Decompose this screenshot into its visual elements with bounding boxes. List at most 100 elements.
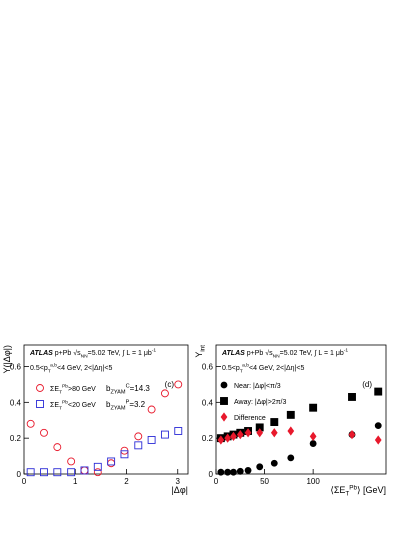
marker — [174, 380, 183, 389]
text-part: p+Pb √s — [245, 349, 273, 357]
y-tick-label: 0.6 — [10, 363, 22, 372]
x-tick-label: 50 — [260, 477, 269, 486]
header-line: ATLAS p+Pb √sNN=5.02 TeV, ∫ L = 1 μb-1 — [221, 348, 348, 360]
legend-label: ΣETPb<20 GeV — [50, 400, 96, 412]
marker — [160, 430, 169, 439]
marker — [287, 426, 295, 436]
legend-marker — [36, 384, 44, 392]
text-part: =5.02 TeV, ∫ L = 1 μb — [88, 350, 152, 357]
text-part: <4 GeV, 2<|Δη|<5 — [57, 365, 112, 372]
text-part: >80 GeV — [68, 386, 96, 393]
text-part: 0.5<p — [222, 365, 240, 372]
text-part: ZYAM — [110, 390, 125, 396]
panel-label: (c) — [165, 380, 175, 389]
marker — [309, 440, 317, 447]
text-part: ⟩ [GeV] — [357, 485, 386, 495]
marker — [256, 463, 264, 471]
y-axis-title: Y(|Δφ|) — [2, 345, 12, 374]
legend-marker — [220, 381, 228, 389]
axes-frame — [23, 344, 189, 475]
marker — [309, 403, 318, 412]
legend-label: Near: |Δφ|<π/3 — [234, 383, 281, 390]
y-tick-label: 0.4 — [10, 398, 22, 407]
marker — [80, 466, 89, 475]
legend-label: Away: |Δφ|>2π/3 — [234, 399, 286, 406]
marker — [244, 428, 252, 438]
annotation: bZYAMC=14.3 — [106, 384, 150, 396]
header-line: 0.5<pTa,b<4 GeV, 2<|Δη|<5 — [222, 363, 304, 375]
text-part: ΣE — [50, 402, 59, 409]
x-tick-label: 0 — [214, 477, 219, 486]
text-part: =5.02 TeV, ∫ L = 1 μb — [280, 350, 344, 357]
marker — [93, 462, 102, 471]
x-axis-title: ⟨ΣETPb⟩ [GeV] — [330, 485, 386, 498]
header-line: ATLAS p+Pb √sNN=5.02 TeV, ∫ L = 1 μb-1 — [29, 348, 156, 360]
marker — [40, 468, 48, 477]
text-part: int — [200, 345, 207, 352]
y-tick-label: 0 — [209, 470, 214, 479]
text-part: Away: |Δφ|>2π/3 — [234, 399, 286, 406]
text-part: a,b — [242, 363, 249, 369]
text-part: Pb — [62, 400, 68, 406]
text-part: ΣE — [50, 386, 59, 393]
marker — [40, 428, 48, 437]
text-part: p+Pb √s — [53, 349, 81, 357]
marker — [134, 441, 143, 450]
text-part: -1 — [152, 348, 157, 354]
legend-label: Difference — [234, 415, 266, 422]
text-part: T — [48, 369, 51, 375]
y-tick-label: 0.2 — [10, 434, 22, 443]
marker — [53, 443, 62, 452]
text-part: P — [126, 400, 130, 406]
marker — [244, 466, 252, 474]
marker — [236, 429, 244, 440]
marker — [270, 428, 278, 438]
marker — [286, 410, 295, 419]
marker — [348, 429, 356, 440]
marker — [160, 389, 169, 398]
y-tick-label: 0.2 — [202, 434, 214, 443]
text-part: a,b — [50, 363, 57, 369]
y-tick-label: 0 — [17, 470, 22, 479]
text-part: =3.2 — [129, 400, 145, 409]
text-part: NN — [273, 354, 281, 360]
marker — [120, 450, 129, 459]
marker — [134, 432, 143, 441]
x-tick-label: 100 — [306, 477, 320, 486]
text-part: b — [106, 384, 111, 393]
legend-marker — [220, 397, 228, 405]
marker — [270, 459, 278, 467]
marker — [236, 467, 244, 475]
marker — [287, 454, 295, 462]
axes-frame — [215, 344, 387, 475]
text-part: T — [59, 406, 62, 412]
text-part: =14.3 — [130, 384, 151, 393]
text-part: T — [240, 369, 243, 375]
marker — [270, 418, 279, 426]
x-axis-title: |Δφ| — [171, 485, 188, 495]
marker — [26, 419, 35, 428]
text-part: C — [126, 384, 130, 390]
text-part: |Δφ| — [171, 485, 188, 495]
marker — [217, 435, 225, 445]
marker — [224, 468, 232, 476]
text-part: Pb — [349, 485, 357, 492]
y-tick-label: 0.4 — [202, 398, 214, 407]
marker — [217, 468, 225, 476]
marker — [26, 468, 35, 477]
text-part: Near: |Δφ|<π/3 — [234, 383, 281, 390]
text-part: T — [345, 491, 349, 498]
marker — [348, 393, 356, 401]
text-part: Y — [194, 352, 204, 358]
annotation: bZYAMP=3.2 — [106, 400, 146, 412]
marker — [67, 468, 76, 477]
panel-label: (d) — [362, 380, 372, 389]
marker — [256, 428, 264, 438]
marker — [67, 457, 76, 466]
text-part: ZYAM — [110, 406, 125, 412]
x-tick-label: 0 — [22, 477, 27, 486]
marker — [107, 457, 116, 466]
marker — [107, 459, 116, 468]
x-tick-label: 1 — [73, 477, 78, 486]
marker — [174, 427, 183, 435]
